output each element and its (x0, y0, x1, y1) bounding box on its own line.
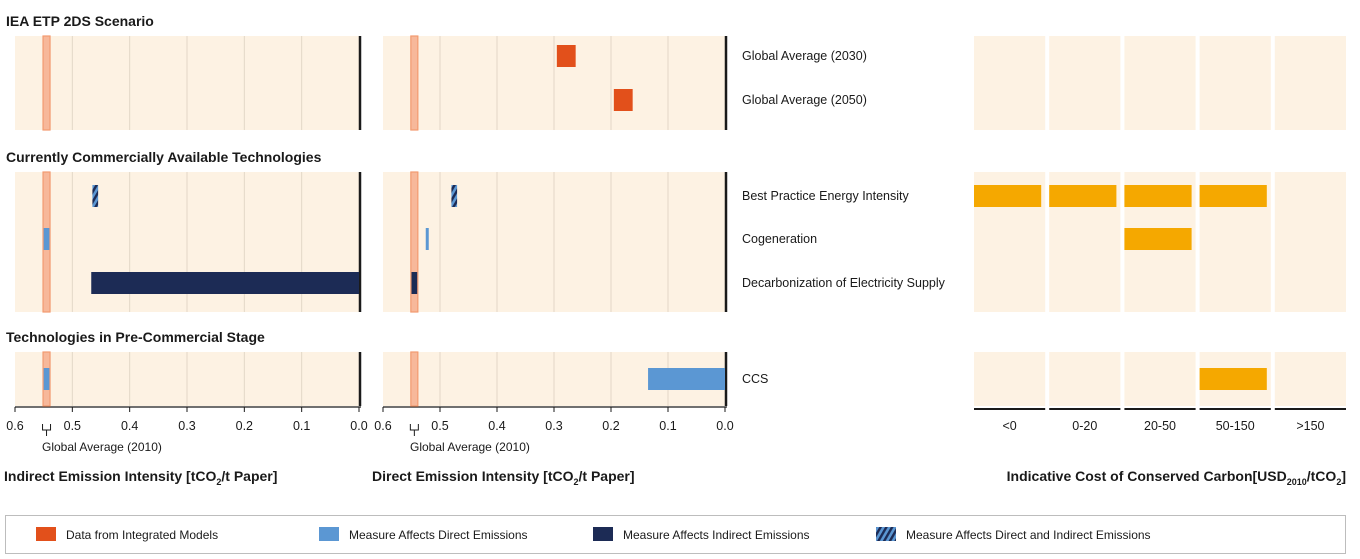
cost-axis-title: Indicative Cost of Conserved Carbon[USD2… (1007, 468, 1346, 487)
bars (42, 35, 1267, 407)
direct-baseline-marker (409, 424, 419, 436)
indirect-bar-decarbonization-of-electricity-supply (91, 272, 360, 294)
indirect-bar-best-practice-energy-intensity (92, 185, 99, 207)
panel-backgrounds (15, 36, 1346, 406)
direct-baseline-band (410, 35, 419, 131)
legend-box (5, 515, 1346, 554)
cost-category-label: 20-50 (1144, 419, 1176, 433)
cost-bar-best-practice-energy-intensity (1199, 185, 1267, 207)
direct-tick-label: 0.1 (659, 419, 676, 433)
direct-bar-decarbonization-of-electricity-supply (411, 272, 418, 294)
cost-panel-bg-0 (974, 36, 1046, 130)
direct-baseline-label: Global Average (2010) (410, 440, 530, 454)
cost-panel-bg-2 (974, 352, 1046, 406)
direct-tick-label: 0.0 (716, 419, 733, 433)
direct-tick-label: 0.3 (545, 419, 562, 433)
direct-baseline-band (410, 171, 419, 313)
indirect-tick-label: 0.4 (121, 419, 138, 433)
direct-axis-title: Direct Emission Intensity [tCO2/t Paper] (372, 468, 635, 487)
direct-tick-label: 0.5 (431, 419, 448, 433)
row-label-global-average-2050: Global Average (2050) (742, 93, 867, 107)
indirect-tick-label: 0.1 (293, 419, 310, 433)
cost-category-label: 0-20 (1072, 419, 1097, 433)
cost-panel-bg-2 (1274, 352, 1346, 406)
legend-swatch-integrated (36, 527, 56, 541)
indirect-bar-cogeneration (43, 228, 50, 250)
row-label-global-average-2030: Global Average (2030) (742, 49, 867, 63)
indirect-axis-title: Indirect Emission Intensity [tCO2/t Pape… (4, 468, 277, 487)
direct-tick-label: 0.6 (374, 419, 391, 433)
direct-tick-label: 0.2 (602, 419, 619, 433)
direct-bar-cogeneration (425, 228, 429, 250)
legend-label-integrated: Data from Integrated Models (66, 528, 218, 542)
row-label-ccs: CCS (742, 372, 768, 386)
indirect-baseline-band (42, 35, 51, 131)
legend-swatch-indirect (593, 527, 613, 541)
cost-panel-bg-0 (1199, 36, 1271, 130)
cost-category-label: >150 (1296, 419, 1324, 433)
indirect-tick-label: 0.5 (64, 419, 81, 433)
indirect-baseline-label: Global Average (2010) (42, 440, 162, 454)
indirect-tick-label: 0.6 (6, 419, 23, 433)
row-label-best-practice-energy-intensity: Best Practice Energy Intensity (742, 189, 909, 203)
legend-swatch-both (876, 527, 896, 541)
cost-bar-best-practice-energy-intensity (974, 185, 1042, 207)
legend-label-both: Measure Affects Direct and Indirect Emis… (906, 528, 1151, 542)
cost-panel-bg-0 (1274, 36, 1346, 130)
cost-bar-best-practice-energy-intensity (1049, 185, 1117, 207)
cost-panel-bg-0 (1124, 36, 1196, 130)
cost-category-label: 50-150 (1216, 419, 1255, 433)
cost-panel-bg-1 (1274, 172, 1346, 312)
cost-panel-bg-0 (1049, 36, 1121, 130)
section-title-technologies-in-pre-commercial-stage: Technologies in Pre-Commercial Stage (6, 329, 265, 345)
direct-tick-label: 0.4 (488, 419, 505, 433)
legend-swatch-direct (319, 527, 339, 541)
cost-bar-best-practice-energy-intensity (1124, 185, 1192, 207)
labels: IEA ETP 2DS Scenario Global Average (2030… (4, 13, 1346, 487)
section-title-currently-commercially-available-technologies: Currently Commercially Available Technol… (6, 149, 322, 165)
indirect-tick-label: 0.2 (236, 419, 253, 433)
cost-panel-bg-2 (1049, 352, 1121, 406)
row-label-decarbonization-of-electricity-supply: Decarbonization of Electricity Supply (742, 276, 946, 290)
cost-panel-bg-2 (1124, 352, 1196, 406)
indirect-bar-ccs (43, 368, 50, 390)
legend-label-direct: Measure Affects Direct Emissions (349, 528, 528, 542)
cost-bar-ccs (1199, 368, 1267, 390)
direct-bar-best-practice-energy-intensity (451, 185, 458, 207)
direct-baseline-band (410, 351, 419, 407)
section-title-iea-etp-2ds-scenario: IEA ETP 2DS Scenario (6, 13, 154, 29)
cost-category-label: <0 (1002, 419, 1016, 433)
direct-bar-global-average-2030 (556, 45, 576, 67)
cost-bar-cogeneration (1124, 228, 1192, 250)
row-label-cogeneration: Cogeneration (742, 232, 817, 246)
indirect-tick-label: 0.3 (178, 419, 195, 433)
direct-bar-ccs (648, 368, 725, 390)
legend-label-indirect: Measure Affects Indirect Emissions (623, 528, 810, 542)
legend: Data from Integrated Models Measure Affec… (5, 515, 1346, 554)
direct-bar-global-average-2050 (613, 89, 633, 111)
indirect-tick-label: 0.0 (350, 419, 367, 433)
indirect-baseline-marker (42, 424, 52, 436)
